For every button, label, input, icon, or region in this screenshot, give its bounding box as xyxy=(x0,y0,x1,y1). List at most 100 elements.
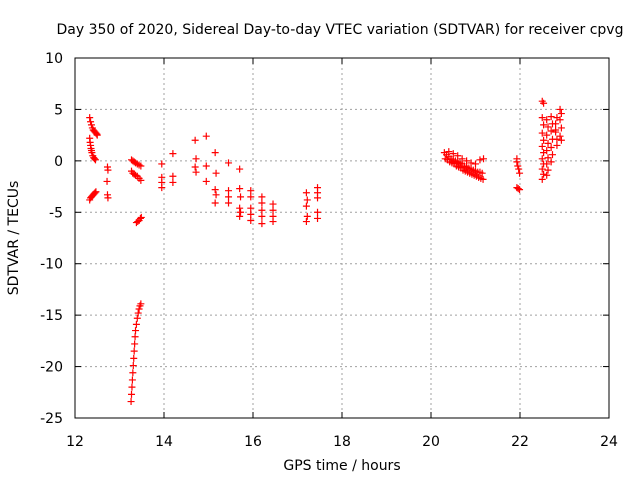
data-point xyxy=(303,212,311,220)
data-point xyxy=(538,165,546,173)
x-tick-label: 24 xyxy=(600,434,618,450)
data-point xyxy=(540,121,548,129)
data-point xyxy=(104,166,112,174)
data-point xyxy=(538,155,546,163)
data-point xyxy=(544,139,552,147)
data-point xyxy=(91,156,99,164)
y-tick-label: 5 xyxy=(54,102,63,118)
data-point xyxy=(202,162,210,170)
data-point xyxy=(314,214,322,222)
data-points xyxy=(86,97,565,406)
data-point xyxy=(86,114,94,122)
x-axis-label: GPS time / hours xyxy=(283,458,400,474)
data-point xyxy=(202,177,210,185)
data-point xyxy=(92,188,100,196)
data-point xyxy=(236,212,244,220)
data-point xyxy=(543,147,551,155)
data-point xyxy=(458,155,466,163)
data-point xyxy=(258,199,266,207)
data-point xyxy=(556,116,564,124)
data-point xyxy=(538,114,546,122)
data-point xyxy=(137,213,145,221)
data-point xyxy=(540,99,548,107)
plot-frame xyxy=(74,57,610,419)
data-point xyxy=(463,157,471,165)
data-point xyxy=(192,168,200,176)
data-point xyxy=(556,105,564,113)
data-point xyxy=(130,354,138,362)
data-point xyxy=(191,163,199,171)
data-point xyxy=(202,132,210,140)
data-point xyxy=(211,199,219,207)
data-point xyxy=(540,136,548,144)
data-point xyxy=(129,369,137,377)
y-tick-label: -10 xyxy=(40,257,63,273)
data-point xyxy=(314,208,322,216)
data-point xyxy=(258,212,266,220)
data-point xyxy=(543,131,551,139)
data-point xyxy=(514,185,522,193)
y-tick-label: 0 xyxy=(54,154,63,170)
data-point xyxy=(547,127,555,135)
data-point xyxy=(137,162,145,170)
data-point xyxy=(91,155,99,163)
data-point xyxy=(472,160,479,168)
data-point xyxy=(247,187,255,195)
data-point xyxy=(314,194,322,202)
x-tick-label: 14 xyxy=(155,434,173,450)
data-point xyxy=(133,314,141,322)
data-point xyxy=(93,131,101,139)
data-point xyxy=(128,383,136,391)
y-tick-label: 10 xyxy=(45,51,63,67)
data-point xyxy=(247,217,255,225)
data-point xyxy=(137,300,145,308)
data-point xyxy=(236,204,244,212)
data-point xyxy=(225,199,233,207)
data-point xyxy=(169,150,177,158)
data-point xyxy=(476,156,484,164)
data-point xyxy=(515,165,523,173)
data-point xyxy=(538,175,546,183)
data-point xyxy=(269,200,277,208)
data-point xyxy=(544,154,552,162)
data-point xyxy=(544,166,552,174)
data-point xyxy=(236,185,244,193)
data-point xyxy=(258,193,266,201)
data-point xyxy=(128,390,136,398)
data-point xyxy=(553,141,561,149)
data-point xyxy=(538,129,546,137)
data-point xyxy=(129,362,137,370)
data-point xyxy=(540,170,548,178)
data-point xyxy=(303,196,311,204)
data-point xyxy=(557,136,565,144)
data-point xyxy=(212,169,220,177)
data-point xyxy=(169,178,177,186)
data-point xyxy=(449,150,457,158)
data-point xyxy=(514,162,522,170)
data-point xyxy=(131,340,139,348)
data-point xyxy=(211,149,219,157)
data-point xyxy=(91,189,99,197)
data-point xyxy=(247,210,255,218)
data-point xyxy=(302,202,310,210)
data-point xyxy=(547,143,555,151)
x-tick-label: 16 xyxy=(244,434,262,450)
chart-title: Day 350 of 2020, Sidereal Day-to-day VTE… xyxy=(57,22,624,38)
data-point xyxy=(302,189,310,197)
data-point xyxy=(543,171,551,179)
y-tick-label: -15 xyxy=(40,308,63,324)
data-point xyxy=(269,206,277,214)
data-point xyxy=(104,194,112,202)
data-point xyxy=(137,176,145,184)
data-point xyxy=(132,320,140,328)
data-point xyxy=(556,132,564,140)
data-point xyxy=(169,172,177,180)
data-point xyxy=(557,110,565,118)
data-point xyxy=(557,124,565,132)
data-point xyxy=(225,159,233,167)
data-point xyxy=(134,309,142,317)
data-point xyxy=(480,155,488,163)
x-tick-label: 18 xyxy=(333,434,351,450)
data-point xyxy=(127,398,135,406)
